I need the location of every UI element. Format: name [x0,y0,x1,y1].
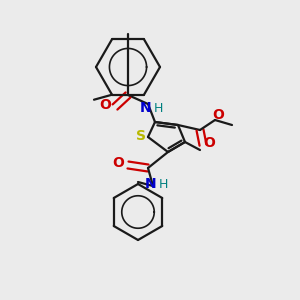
Text: H: H [153,101,163,115]
Text: O: O [203,136,215,150]
Text: O: O [112,156,124,170]
Text: N: N [140,101,152,115]
Text: O: O [99,98,111,112]
Text: N: N [145,177,157,191]
Text: S: S [136,129,146,143]
Text: O: O [212,108,224,122]
Text: H: H [158,178,168,190]
